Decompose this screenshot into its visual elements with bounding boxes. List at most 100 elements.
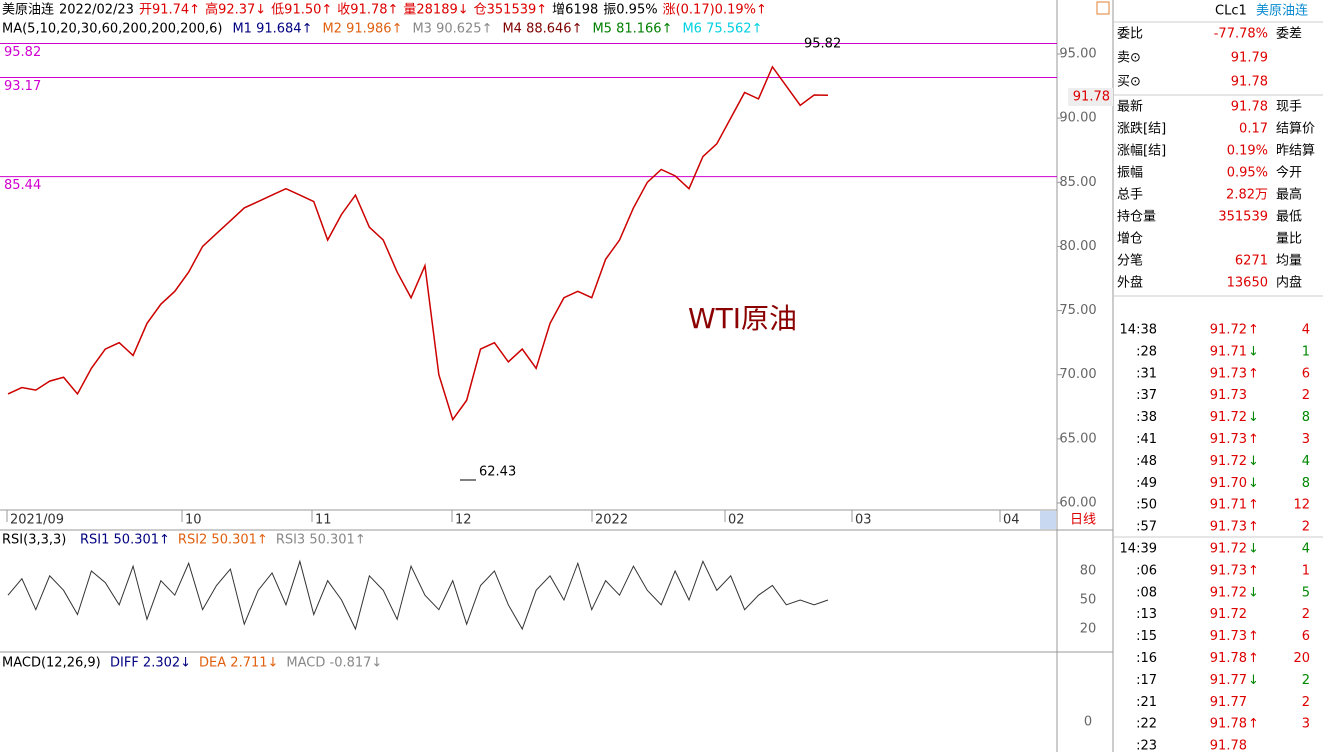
trade-volume: 20 — [1293, 651, 1310, 666]
quote-label: 最低 — [1276, 210, 1302, 225]
trade-time: :06 — [1136, 563, 1157, 578]
trade-time: :49 — [1136, 476, 1157, 491]
x-tick-label: 11 — [315, 513, 332, 528]
quote-label: 今开 — [1276, 165, 1302, 181]
y-tick-label: 95.00 — [1059, 47, 1096, 62]
trade-dir: ↓ — [1248, 476, 1259, 491]
y-tick-label: 50 — [1080, 593, 1097, 608]
quote-value: 91.79 — [1231, 51, 1268, 66]
trade-volume: 2 — [1302, 607, 1310, 622]
trade-dir: ↓ — [1248, 344, 1259, 359]
trade-volume: 8 — [1302, 410, 1310, 425]
trade-time: :28 — [1136, 344, 1157, 359]
trade-price: 91.72 — [1210, 607, 1247, 622]
trade-price: 91.72 — [1210, 542, 1247, 557]
trade-price: 91.72 — [1210, 410, 1247, 425]
legend-item: M2 91.986↑ — [322, 22, 402, 37]
trade-time: :22 — [1136, 717, 1157, 732]
trade-price: 91.71 — [1210, 344, 1247, 359]
trade-time: :37 — [1136, 388, 1157, 403]
quote-value: 0.95% — [1227, 166, 1268, 181]
trade-dir: ↑ — [1248, 432, 1259, 447]
trade-time: :57 — [1136, 520, 1157, 535]
trade-volume: 4 — [1302, 323, 1310, 338]
high-label: 95.82 — [804, 37, 841, 52]
legend-item: DIFF 2.302↓ — [110, 656, 191, 671]
quote-label: 委差 — [1276, 27, 1302, 42]
quote-value: 0.17 — [1239, 122, 1268, 137]
x-tick-label: 03 — [855, 513, 872, 528]
trade-volume: 2 — [1302, 695, 1310, 710]
legend-item: RSI1 50.301↑ — [80, 533, 170, 548]
chart-title: WTI原油 — [688, 302, 797, 335]
quote-value: 91.78 — [1231, 100, 1268, 115]
trade-volume: 3 — [1302, 432, 1310, 447]
legend-item: 增6198 — [552, 3, 598, 18]
level-label: 93.17 — [4, 79, 41, 94]
legend-item: M5 81.166↑ — [592, 22, 672, 37]
trade-price: 91.73 — [1210, 629, 1247, 644]
trade-volume: 4 — [1302, 542, 1310, 557]
quote-label: 持仓量 — [1117, 210, 1156, 225]
quote-label: 结算价 — [1276, 122, 1315, 137]
y-tick-label: 20 — [1080, 622, 1097, 637]
trade-time: :23 — [1136, 739, 1157, 752]
quote-label: 内盘 — [1276, 275, 1302, 291]
trade-time: :16 — [1136, 651, 1157, 666]
y-tick-label: 80 — [1080, 563, 1097, 578]
quote-label: 涨跌[结] — [1117, 121, 1166, 137]
trade-price: 91.71 — [1210, 498, 1247, 513]
quote-label: 分笔 — [1117, 253, 1143, 269]
rsi-line — [7, 559, 829, 631]
y-tick-label: 60.00 — [1059, 496, 1096, 511]
y-tick-label: 80.00 — [1059, 239, 1096, 254]
quote-label: 最新 — [1117, 99, 1143, 115]
quote-value: 91.78 — [1231, 75, 1268, 90]
x-tick-label: 02 — [728, 513, 745, 528]
quote-label: 昨结算 — [1276, 144, 1315, 159]
legend-item: RSI2 50.301↑ — [178, 533, 268, 548]
trade-time: :48 — [1136, 454, 1157, 469]
last-price: 91.78 — [1073, 90, 1110, 105]
trade-time: 14:38 — [1120, 323, 1157, 338]
trade-volume: 12 — [1293, 498, 1310, 513]
trade-price: 91.72 — [1210, 454, 1247, 469]
x-tick-label: 10 — [185, 513, 202, 528]
icon — [1096, 1, 1110, 15]
quote-label: 现手 — [1276, 100, 1302, 115]
trade-dir: ↑ — [1248, 498, 1259, 513]
trade-volume: 1 — [1302, 563, 1310, 578]
price-line — [7, 65, 829, 422]
trade-dir: ↑ — [1248, 520, 1259, 535]
trade-dir: ↓ — [1248, 454, 1259, 469]
x-tick-label: 04 — [1003, 513, 1020, 528]
trade-price: 91.73 — [1210, 520, 1247, 535]
legend-item: 收91.78↑ — [337, 3, 398, 18]
trade-volume: 6 — [1302, 629, 1310, 644]
quote-label: 卖⊙ — [1117, 51, 1141, 66]
legend-item: 开91.74↑ — [139, 3, 200, 18]
trade-dir: ↑ — [1248, 323, 1259, 338]
legend-item: M3 90.625↑ — [412, 22, 492, 37]
legend-item: 涨(0.17)0.19%↑ — [663, 3, 767, 18]
legend-item: 低91.50↑ — [271, 3, 332, 18]
quote-value: -77.78% — [1214, 27, 1268, 42]
low-label: 62.43 — [479, 465, 516, 480]
trade-dir: ↓ — [1248, 673, 1259, 688]
trade-volume: 1 — [1302, 344, 1310, 359]
trade-dir: ↑ — [1248, 629, 1259, 644]
trade-volume: 2 — [1302, 673, 1310, 688]
trade-price: 91.72 — [1210, 323, 1247, 338]
trade-volume: 5 — [1302, 585, 1310, 600]
scroll-box — [1040, 511, 1056, 529]
trade-price: 91.72 — [1210, 585, 1247, 600]
trade-price: 91.77 — [1210, 695, 1247, 710]
symbol-name: 美原油连 — [1256, 3, 1308, 19]
trade-dir: ↓ — [1248, 585, 1259, 600]
legend-item: MACD -0.817↓ — [286, 656, 382, 671]
trade-time: :50 — [1136, 498, 1157, 513]
y-tick-label: 85.00 — [1059, 175, 1096, 190]
quote-label: 总手 — [1117, 188, 1143, 203]
